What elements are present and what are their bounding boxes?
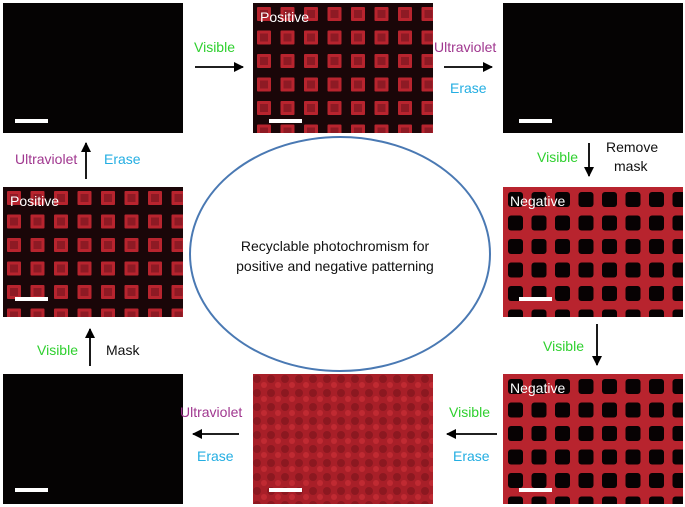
step-label-visible: Visible — [37, 342, 78, 358]
panel-middle-right-negative: Negative — [503, 187, 683, 317]
panel-bottom-right-negative: Negative — [503, 374, 683, 504]
step-label-mask: mask — [614, 158, 648, 174]
step-label-erase: Erase — [450, 80, 487, 96]
scale-bar — [519, 297, 552, 301]
panel-top-middle-positive: Positive — [253, 3, 433, 133]
step-label-ultraviolet: Ultraviolet — [15, 151, 78, 167]
center-caption-line2: positive and negative patterning — [236, 258, 434, 274]
panel-label: Positive — [10, 193, 60, 209]
scale-bar — [519, 488, 552, 492]
step-label-erase: Erase — [197, 448, 234, 464]
panel-label: Negative — [510, 380, 566, 396]
panel-top-right-blank — [503, 3, 683, 133]
scale-bar — [15, 297, 48, 301]
panel-label: Negative — [510, 193, 566, 209]
scale-bar — [15, 488, 48, 492]
scale-bar — [269, 488, 302, 492]
scale-bar — [269, 119, 302, 123]
panel-bottom-left-blank — [3, 374, 183, 504]
center-ellipse — [189, 136, 491, 372]
step-label-visible: Visible — [194, 39, 235, 55]
panel-middle-left-positive: Positive — [3, 187, 183, 317]
step-label-erase: Erase — [453, 448, 490, 464]
step-label-erase: Erase — [104, 151, 141, 167]
step-label-ultraviolet: Ultraviolet — [434, 39, 497, 55]
center-caption-line1: Recyclable photochromism for — [240, 238, 430, 254]
panel-label: Positive — [260, 9, 310, 25]
step-label-mask: Mask — [106, 342, 140, 358]
step-label-visible: Visible — [537, 149, 578, 165]
panel-top-left-blank — [3, 3, 183, 133]
step-label-visible: Visible — [449, 404, 490, 420]
scale-bar — [15, 119, 48, 123]
center-caption: Recyclable photochromism for positive an… — [190, 236, 480, 276]
panel-bottom-middle-uniform — [253, 374, 433, 504]
step-label-remove: Remove — [606, 139, 659, 155]
scale-bar — [519, 119, 552, 123]
step-label-visible: Visible — [543, 338, 584, 354]
step-label-ultraviolet: Ultraviolet — [180, 404, 243, 420]
